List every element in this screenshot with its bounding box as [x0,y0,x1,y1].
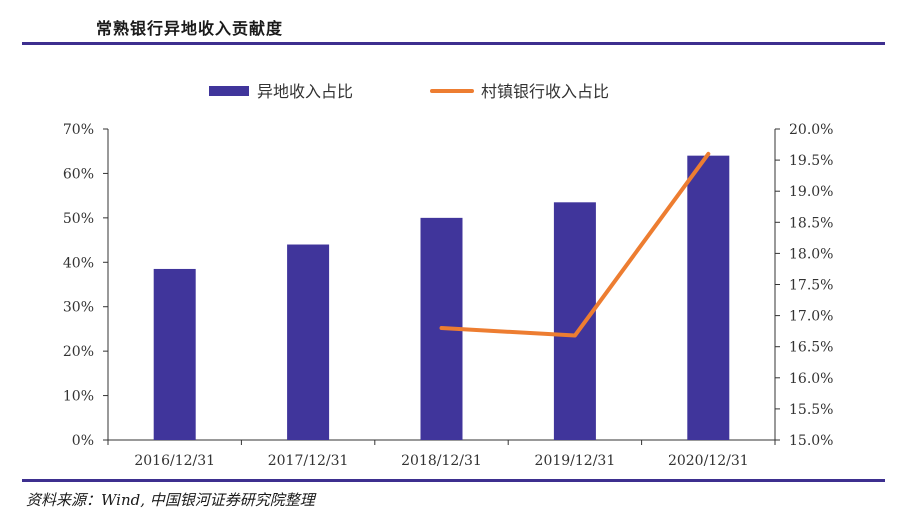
left-tick-label: 50% [63,211,94,227]
right-tick-label: 18.0% [789,246,833,262]
left-tick-label: 0% [72,433,94,449]
bar [287,244,330,440]
bar [687,155,730,440]
legend-bar-label: 异地收入占比 [257,82,353,101]
right-tick-label: 17.0% [789,309,833,325]
bar [553,202,596,440]
x-tick-label: 2018/12/31 [401,453,482,469]
x-tick-label: 2020/12/31 [668,453,749,469]
left-tick-label: 30% [63,300,94,316]
left-tick-label: 10% [63,389,94,405]
right-tick-label: 19.0% [789,184,833,200]
x-tick-label: 2017/12/31 [268,453,349,469]
source-note: 资料来源：Wind, 中国银河证券研究院整理 [26,491,315,509]
left-tick-label: 70% [63,122,94,138]
right-tick-label: 16.0% [789,371,833,387]
header-divider [22,42,885,45]
bar [153,268,196,440]
right-tick-label: 18.5% [789,215,833,231]
footer-divider [22,479,885,482]
right-tick-label: 16.5% [789,340,833,356]
left-tick-label: 60% [63,166,94,182]
right-tick-label: 17.5% [789,278,833,294]
right-tick-label: 15.5% [789,402,833,418]
legend-bar-swatch [209,86,249,96]
right-tick-label: 15.0% [789,433,833,449]
x-tick-label: 2019/12/31 [535,453,616,469]
x-tick-label: 2016/12/31 [134,453,215,469]
left-tick-label: 40% [63,255,94,271]
chart-title: 常熟银行异地收入贡献度 [96,19,284,38]
legend-line-label: 村镇银行收入占比 [481,82,609,101]
right-tick-label: 20.0% [789,122,833,138]
right-tick-label: 19.5% [789,153,833,169]
left-tick-label: 20% [63,344,94,360]
